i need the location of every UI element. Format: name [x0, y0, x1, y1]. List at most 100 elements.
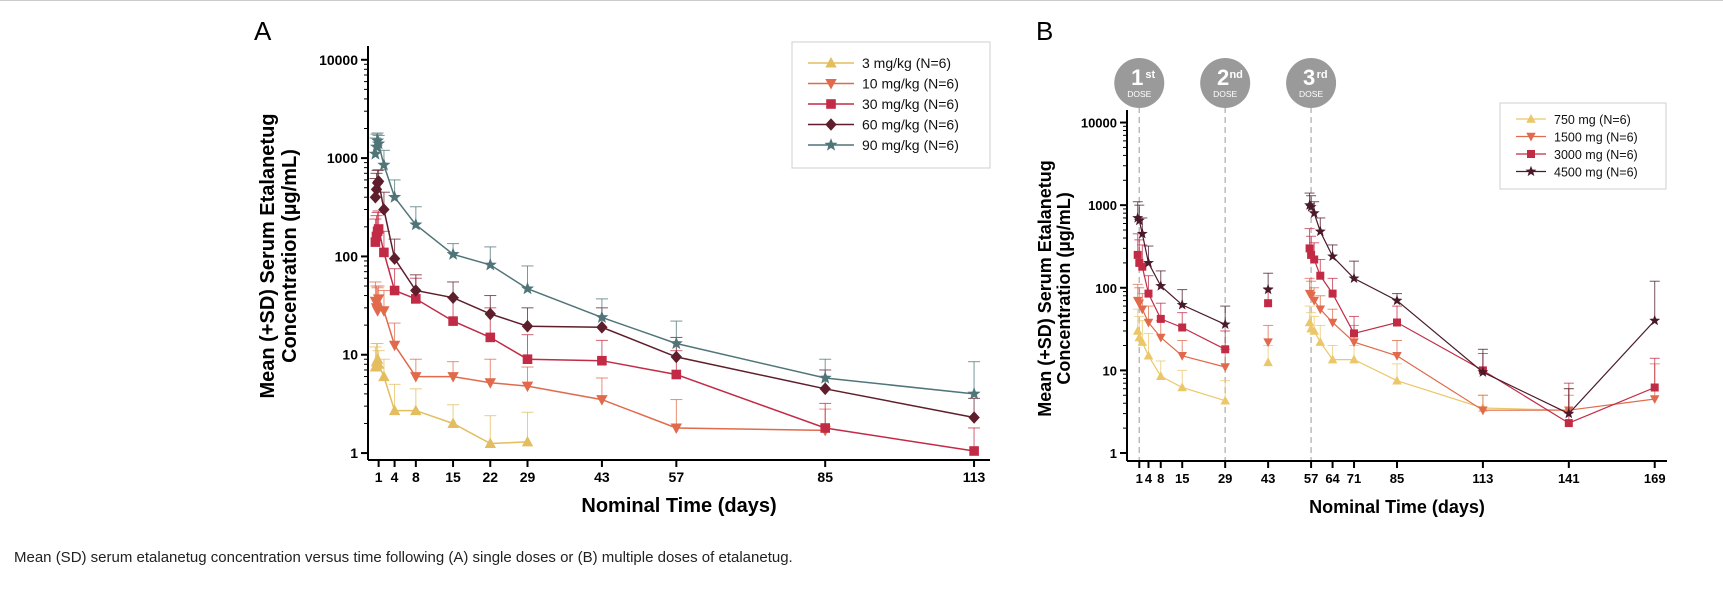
- legend-item: 750 mg (N=6): [1516, 113, 1631, 127]
- data-point: [388, 340, 401, 352]
- data-point: [1477, 366, 1489, 377]
- legend-label: 10 mg/kg (N=6): [862, 76, 959, 92]
- dose-badge: 1 st DOSE: [1114, 58, 1165, 108]
- legend-label: 90 mg/kg (N=6): [862, 137, 959, 153]
- legend-label: 3 mg/kg (N=6): [862, 55, 951, 71]
- series-line: [1309, 204, 1656, 415]
- x-tick-label: 71: [1347, 471, 1361, 486]
- data-point: [1156, 371, 1166, 380]
- data-point: [596, 321, 608, 334]
- data-point: [1264, 299, 1273, 308]
- data-point: [669, 336, 683, 350]
- series-4500-mg: [1132, 192, 1661, 419]
- data-point: [1220, 395, 1230, 405]
- x-tick-label: 4: [1145, 471, 1153, 486]
- data-point: [1392, 375, 1402, 385]
- y-axis-label-line2: Concentration (µg/mL): [279, 149, 301, 363]
- legend-marker: [1526, 132, 1536, 142]
- data-point: [1327, 250, 1339, 262]
- data-point: [485, 332, 496, 343]
- legend-marker: [825, 118, 837, 131]
- dose-badge: 3 rd DOSE: [1286, 58, 1337, 108]
- series-line: [1137, 217, 1226, 325]
- y-tick-label: 10: [1103, 363, 1117, 378]
- data-point: [671, 369, 682, 380]
- y-tick-label: 1: [350, 445, 358, 461]
- legend-marker: [1527, 150, 1535, 158]
- data-point: [1315, 337, 1326, 346]
- x-tick-label: 8: [1157, 471, 1164, 486]
- data-point: [596, 395, 608, 406]
- series-3000-mg: [1132, 228, 1660, 428]
- data-point: [371, 353, 384, 364]
- data-point: [409, 217, 423, 231]
- series-line: [374, 179, 975, 419]
- legend-item: 60 mg/kg (N=6): [808, 117, 959, 133]
- series-1500-mg: [1132, 277, 1660, 416]
- legend-marker: [826, 99, 836, 109]
- x-tick-label: 113: [1472, 471, 1493, 486]
- data-point: [1134, 299, 1145, 309]
- data-point: [1305, 244, 1314, 253]
- x-tick-label: 113: [963, 469, 986, 485]
- data-point: [595, 310, 609, 323]
- data-point: [522, 354, 533, 364]
- x-tick-label: 141: [1558, 471, 1580, 486]
- x-tick-label: 43: [1261, 471, 1275, 486]
- data-point: [1138, 262, 1147, 271]
- series-60-mg-kg: [369, 169, 981, 424]
- data-point: [969, 446, 979, 456]
- data-point: [447, 291, 459, 304]
- dose-badge-ordinal: rd: [1317, 69, 1328, 81]
- y-axis-label-line2: Concentration (µg/mL): [1054, 192, 1074, 384]
- series-line: [374, 226, 975, 452]
- legend-label: 30 mg/kg (N=6): [862, 96, 959, 112]
- data-point: [1391, 294, 1403, 306]
- legend-item: 90 mg/kg (N=6): [808, 137, 959, 153]
- data-point: [410, 372, 422, 383]
- dose-badge-caption: DOSE: [1213, 89, 1237, 99]
- series-90-mg-kg: [368, 132, 981, 400]
- x-tick-label: 64: [1325, 471, 1340, 486]
- data-point: [373, 224, 384, 234]
- data-point: [521, 381, 534, 393]
- data-point: [368, 147, 382, 160]
- data-point: [670, 350, 682, 364]
- data-point: [372, 294, 385, 305]
- series-line: [374, 356, 528, 445]
- x-tick-label: 8: [412, 469, 420, 485]
- dose-badge-number: 3: [1303, 65, 1315, 90]
- data-point: [1133, 214, 1145, 226]
- data-point: [1262, 283, 1274, 295]
- data-point: [820, 423, 830, 433]
- x-tick-label: 1: [375, 469, 383, 485]
- data-point: [1306, 292, 1316, 301]
- data-point: [372, 358, 385, 369]
- data-point: [670, 423, 682, 434]
- data-point: [819, 382, 831, 396]
- dose-badge-caption: DOSE: [1127, 89, 1151, 99]
- data-point: [378, 306, 390, 317]
- data-point: [1156, 333, 1166, 343]
- legend-item: 30 mg/kg (N=6): [808, 96, 959, 112]
- y-tick-label: 1000: [1088, 198, 1117, 213]
- data-point: [446, 247, 460, 260]
- x-tick-label: 15: [445, 469, 461, 485]
- data-point: [1309, 296, 1319, 306]
- data-point: [1563, 407, 1575, 419]
- data-point: [447, 372, 459, 383]
- data-point: [521, 435, 534, 447]
- y-tick-label: 10: [342, 347, 358, 363]
- panel-label: B: [1036, 16, 1053, 46]
- legend-item: 3 mg/kg (N=6): [808, 55, 951, 71]
- y-tick-label: 100: [1095, 281, 1117, 296]
- data-point: [1132, 326, 1143, 335]
- x-tick-label: 85: [1390, 471, 1404, 486]
- dose-badge-circle: [1200, 58, 1251, 108]
- dose-badge-number: 1: [1131, 65, 1143, 90]
- legend-marker: [824, 138, 838, 151]
- x-axis-label: Nominal Time (days): [581, 495, 776, 517]
- dose-badge-ordinal: st: [1145, 69, 1155, 81]
- data-point: [1177, 352, 1187, 361]
